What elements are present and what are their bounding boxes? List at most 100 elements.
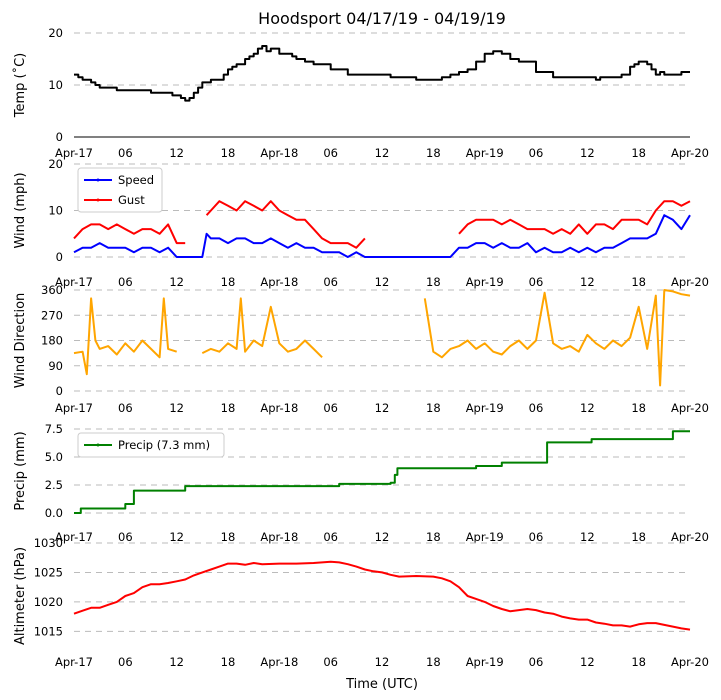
y-axis-label: Altimeter (hPa): [13, 547, 28, 645]
x-tick-label: 18: [426, 275, 441, 289]
x-tick-label: 06: [118, 655, 133, 669]
y-tick-label: 20: [48, 157, 63, 171]
x-tick-label: 12: [169, 146, 184, 160]
y-tick-label: 5.0: [45, 450, 63, 464]
x-tick-label: 06: [529, 146, 544, 160]
legend-marker: [96, 443, 100, 447]
x-tick-label: 06: [323, 530, 338, 544]
legend-box: [77, 432, 225, 458]
x-tick-label: Apr-17: [55, 146, 93, 160]
panel-2: 0 10 20 Wind (mph) Apr-17 06 12 18 Apr-18 06 12 18 A…: [13, 157, 709, 289]
x-tick-label: 18: [221, 146, 236, 160]
y-tick-label: 360: [41, 283, 63, 297]
x-tick-label: 18: [631, 146, 646, 160]
y-tick-label: 1030: [34, 536, 63, 550]
x-tick-label: Apr-20: [671, 275, 709, 289]
panel-5: 1015 1020 1025 1030 Altimeter (hPa) Apr-17 06 1…: [13, 536, 709, 692]
legend-label: Precip (7.3 mm): [118, 438, 210, 452]
x-tick-label: Apr-19: [466, 401, 504, 415]
y-tick-label: 2.5: [45, 478, 63, 492]
x-tick-label: Apr-20: [671, 530, 709, 544]
series-line-gust: [73, 200, 691, 249]
x-tick-label: Apr-19: [466, 146, 504, 160]
y-tick-label: 7.5: [45, 422, 63, 436]
x-tick-label: 12: [169, 655, 184, 669]
x-tick-label: Apr-17: [55, 401, 93, 415]
x-tick-label: 18: [631, 530, 646, 544]
x-tick-label: Apr-18: [260, 401, 298, 415]
y-tick-label: 1015: [34, 624, 63, 638]
x-tick-label: 12: [580, 401, 595, 415]
x-tick-label: Apr-19: [466, 530, 504, 544]
x-tick-label: Apr-17: [55, 530, 93, 544]
x-tick-label: 18: [631, 655, 646, 669]
series-line-altimeter: [73, 560, 691, 631]
x-tick-label: Apr-20: [671, 146, 709, 160]
y-tick-label: 0: [56, 384, 63, 398]
y-tick-label: 270: [41, 308, 63, 322]
y-tick-label: 0.0: [45, 506, 63, 520]
x-tick-label: Apr-18: [260, 530, 298, 544]
legend-label: Speed: [118, 173, 154, 187]
x-tick-label: 12: [580, 146, 595, 160]
x-tick-label: 12: [375, 146, 390, 160]
x-tick-label: Apr-18: [260, 655, 298, 669]
x-tick-label: 12: [375, 530, 390, 544]
x-tick-label: 06: [118, 146, 133, 160]
series-line-precip-7-3-mm-: [74, 430, 690, 514]
x-tick-label: 06: [118, 530, 133, 544]
series-line-speed: [73, 214, 691, 258]
x-tick-label: 12: [169, 401, 184, 415]
x-tick-label: 06: [529, 530, 544, 544]
series-line-temp: [74, 45, 690, 102]
y-tick-label: 1025: [34, 565, 63, 579]
x-tick-label: Apr-19: [466, 655, 504, 669]
x-tick-label: Apr-17: [55, 275, 93, 289]
x-tick-label: 06: [118, 401, 133, 415]
x-tick-label: 06: [529, 655, 544, 669]
x-tick-label: 06: [529, 275, 544, 289]
x-tick-label: Apr-18: [260, 146, 298, 160]
legend-marker: [96, 178, 100, 182]
x-tick-label: 06: [529, 401, 544, 415]
x-tick-label: 12: [580, 530, 595, 544]
y-tick-label: 20: [48, 26, 63, 40]
x-tick-label: Apr-19: [466, 275, 504, 289]
y-tick-label: 0: [56, 130, 63, 144]
y-tick-label: 1020: [34, 595, 63, 609]
y-tick-label: 10: [48, 204, 63, 218]
x-tick-label: 18: [426, 401, 441, 415]
y-tick-label: 10: [48, 78, 63, 92]
y-tick-label: 0: [56, 250, 63, 264]
x-tick-label: 06: [323, 655, 338, 669]
y-tick-label: 180: [41, 334, 63, 348]
x-tick-label: 18: [631, 401, 646, 415]
panel-1: Hoodsport 04/17/19 - 04/19/19 0 10 20 Temp (…: [12, 9, 709, 160]
panel-4: 0.0 2.5 5.0 7.5 Precip (mm) Apr-17 06 12 18 Apr-1…: [13, 422, 709, 544]
y-tick-label: 90: [48, 359, 63, 373]
x-tick-label: 06: [323, 146, 338, 160]
series-line-direction: [73, 289, 691, 387]
legend-label: Gust: [118, 193, 145, 207]
x-tick-label: 18: [631, 275, 646, 289]
x-tick-label: 18: [426, 146, 441, 160]
x-tick-label: 06: [118, 275, 133, 289]
x-tick-label: 06: [323, 275, 338, 289]
x-tick-label: Apr-18: [260, 275, 298, 289]
y-axis-label: Precip (mm): [13, 431, 28, 510]
x-tick-label: Apr-17: [55, 655, 93, 669]
x-tick-label: Apr-20: [671, 401, 709, 415]
x-tick-label: 06: [323, 401, 338, 415]
legend-marker: [96, 198, 100, 202]
x-tick-label: 18: [221, 275, 236, 289]
x-tick-label: 12: [169, 530, 184, 544]
x-tick-label: 18: [426, 530, 441, 544]
x-tick-label: 18: [221, 401, 236, 415]
panel-3: 0 90 180 270 360 Wind Direction Apr-17 06 12 18 Ap…: [13, 283, 709, 415]
x-tick-label: 18: [426, 655, 441, 669]
y-axis-label: Temp (˚C): [12, 53, 28, 119]
x-tick-label: Apr-20: [671, 655, 709, 669]
chart-title: Hoodsport 04/17/19 - 04/19/19: [258, 9, 506, 28]
x-tick-label: 12: [580, 655, 595, 669]
